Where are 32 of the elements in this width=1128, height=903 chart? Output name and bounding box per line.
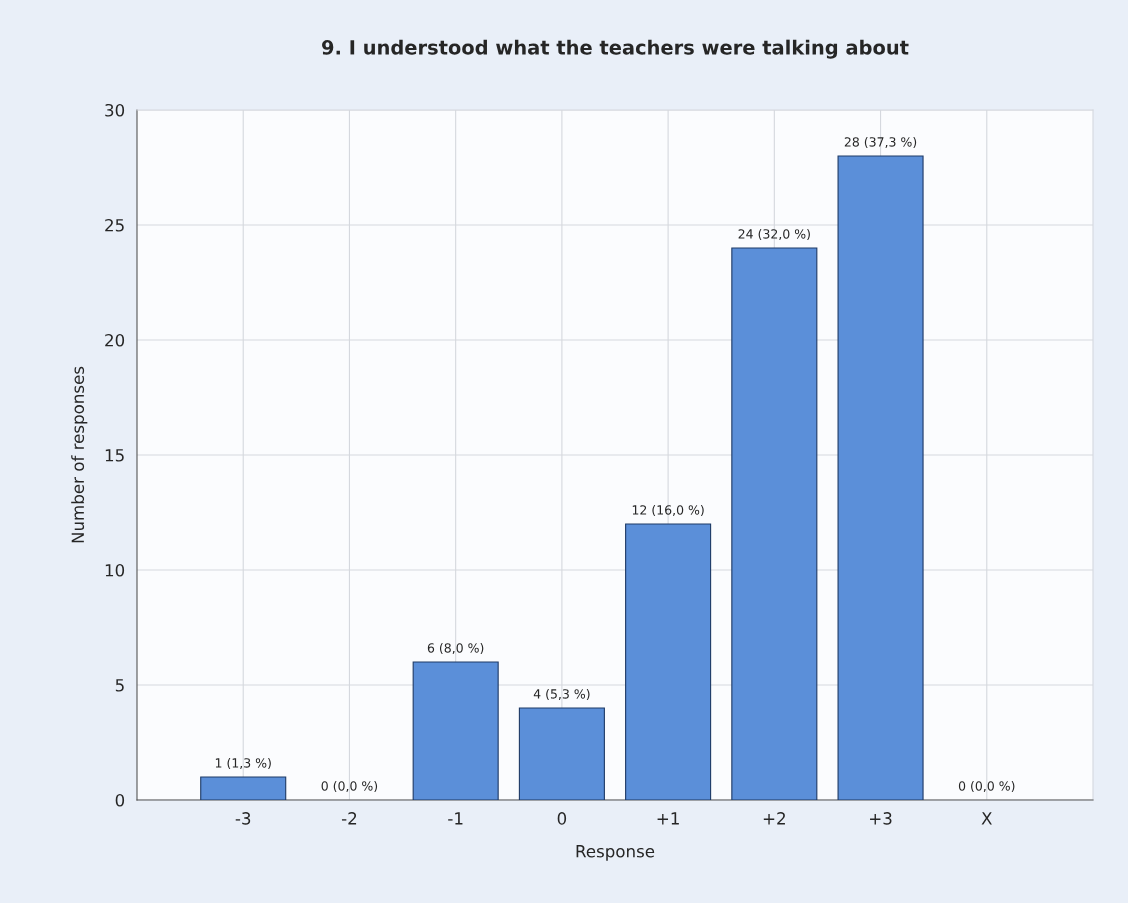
x-axis-title: Response [576, 845, 655, 861]
data-label: 4 (5,3 %) [533, 688, 590, 701]
data-label: 6 (8,0 %) [427, 642, 484, 655]
y-tick-label: 30 [105, 103, 125, 117]
x-tick-label: -1 [448, 812, 463, 825]
data-label: 24 (32,0 %) [738, 228, 810, 241]
data-label: 1 (1,3 %) [215, 757, 271, 770]
x-tick-label: +1 [657, 812, 679, 825]
y-tick-label: 25 [105, 218, 124, 232]
y-tick-label: 20 [105, 333, 125, 347]
y-tick-label: 0 [115, 793, 125, 807]
data-label: 28 (37,3 %) [844, 136, 917, 149]
data-label: 12 (16,0 %) [632, 504, 704, 517]
data-label: 0 (0,0 %) [321, 780, 378, 793]
y-tick-label: 15 [105, 449, 124, 462]
x-tick-label: -3 [235, 812, 251, 825]
bar [412, 661, 499, 800]
bar [837, 155, 924, 800]
x-tick-label: X [981, 812, 992, 825]
chart-title: 9. I understood what the teachers were talking about [322, 39, 909, 59]
y-tick-label: 10 [105, 563, 125, 577]
data-label: 0 (0,0 %) [958, 780, 1015, 793]
bar [200, 776, 287, 800]
y-axis-title: Number of responses [71, 366, 88, 543]
x-tick-label: +3 [870, 812, 892, 825]
bar [731, 247, 818, 800]
x-tick-label: 0 [557, 812, 567, 825]
x-tick-label: +2 [763, 812, 785, 825]
bar [625, 523, 712, 800]
y-tick-label: 5 [115, 679, 124, 692]
bar [518, 707, 605, 800]
x-tick-label: -2 [341, 812, 357, 825]
